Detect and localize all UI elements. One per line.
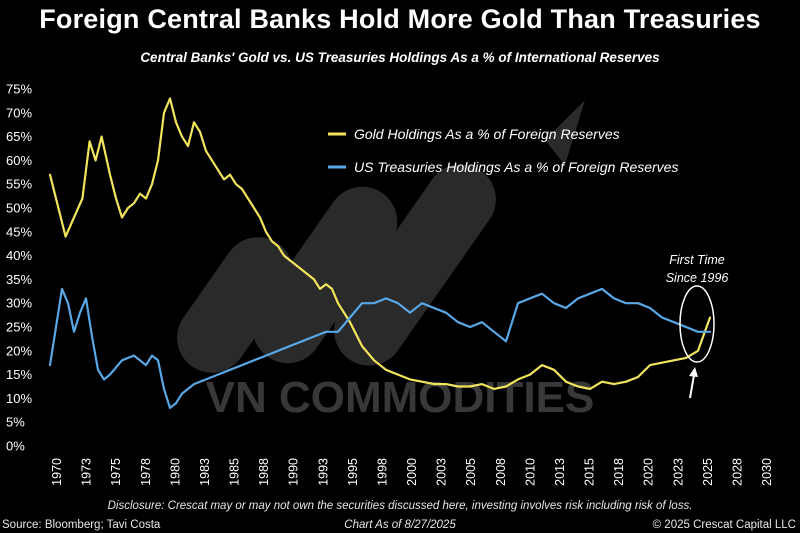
copyright-text: © 2025 Crescat Capital LLC [652, 519, 796, 531]
y-tick-label: 35% [6, 272, 32, 287]
x-tick-label: 2005 [464, 458, 478, 486]
chart-subtitle: Central Banks' Gold vs. US Treasuries Ho… [140, 50, 660, 65]
x-tick-label: 1973 [80, 458, 94, 486]
y-axis: 0% 5% 10% 15% 20% 25% 30% 35% 40% 45% 50% 55% 60% 65%… [6, 82, 32, 454]
x-tick-label: 2025 [701, 458, 715, 486]
x-tick-label: 1983 [198, 458, 212, 486]
y-tick-label: 25% [6, 320, 32, 335]
x-tick-label: 2023 [671, 458, 685, 486]
x-tick-label: 1998 [375, 458, 389, 486]
x-tick-label: 2018 [612, 458, 626, 486]
x-tick-label: 1995 [346, 458, 360, 486]
y-tick-label: 0% [6, 439, 25, 454]
y-tick-label: 40% [6, 248, 32, 263]
x-tick-label: 2010 [523, 458, 537, 486]
x-tick-label: 2013 [553, 458, 567, 486]
watermark-text: VN COMMODITIES [206, 373, 595, 422]
x-tick-label: 2003 [435, 458, 449, 486]
x-tick-label: 2028 [730, 458, 744, 486]
y-tick-label: 55% [6, 177, 32, 192]
annotation-first-time: First Time Since 1996 [666, 253, 729, 399]
y-tick-label: 20% [6, 343, 32, 358]
y-tick-label: 70% [6, 105, 32, 120]
y-tick-label: 10% [6, 391, 32, 406]
chart-as-of-text: Chart As of 8/27/2025 [344, 519, 456, 531]
x-tick-label: 1980 [168, 458, 182, 486]
y-tick-label: 30% [6, 296, 32, 311]
y-tick-label: 5% [6, 415, 25, 430]
y-tick-label: 45% [6, 224, 32, 239]
annotation-arrow [689, 374, 695, 399]
annotation-text: Since 1996 [666, 271, 729, 285]
source-text: Source: Bloomberg; Tavi Costa [2, 519, 161, 531]
x-tick-label: 1970 [50, 458, 64, 486]
watermark-logo [177, 100, 585, 373]
y-tick-label: 60% [6, 153, 32, 168]
x-tick-label: 1993 [316, 458, 330, 486]
x-tick-label: 1975 [109, 458, 123, 486]
annotation-ellipse [679, 285, 715, 363]
x-tick-label: 1978 [139, 458, 153, 486]
annotation-arrow-head [689, 367, 698, 377]
y-tick-label: 50% [6, 201, 32, 216]
chart-title: Foreign Central Banks Hold More Gold Tha… [39, 4, 761, 34]
series-line-treasuries [48, 287, 712, 409]
legend-label: US Treasuries Holdings As a % of Foreign… [354, 159, 678, 175]
series-line-gold [48, 97, 712, 390]
y-tick-label: 15% [6, 367, 32, 382]
legend-label: Gold Holdings As a % of Foreign Reserves [354, 126, 620, 142]
annotation-text: First Time [669, 253, 724, 267]
x-tick-label: 1988 [257, 458, 271, 486]
x-tick-label: 2030 [760, 458, 774, 486]
disclaimer-text: Disclosure: Crescat may or may not own t… [107, 500, 693, 512]
x-tick-label: 1985 [228, 458, 242, 486]
y-tick-label: 65% [6, 129, 32, 144]
x-tick-label: 2020 [642, 458, 656, 486]
x-tick-label: 1990 [287, 458, 301, 486]
x-tick-label: 2015 [583, 458, 597, 486]
y-tick-label: 75% [6, 82, 32, 97]
series-layer [48, 97, 712, 409]
x-tick-label: 2000 [405, 458, 419, 486]
x-tick-label: 2008 [494, 458, 508, 486]
legend: Gold Holdings As a % of Foreign Reserves… [328, 126, 678, 175]
x-axis: 1970 1973 1975 1978 1980 1983 1985 1988 1990 1993… [50, 458, 774, 486]
